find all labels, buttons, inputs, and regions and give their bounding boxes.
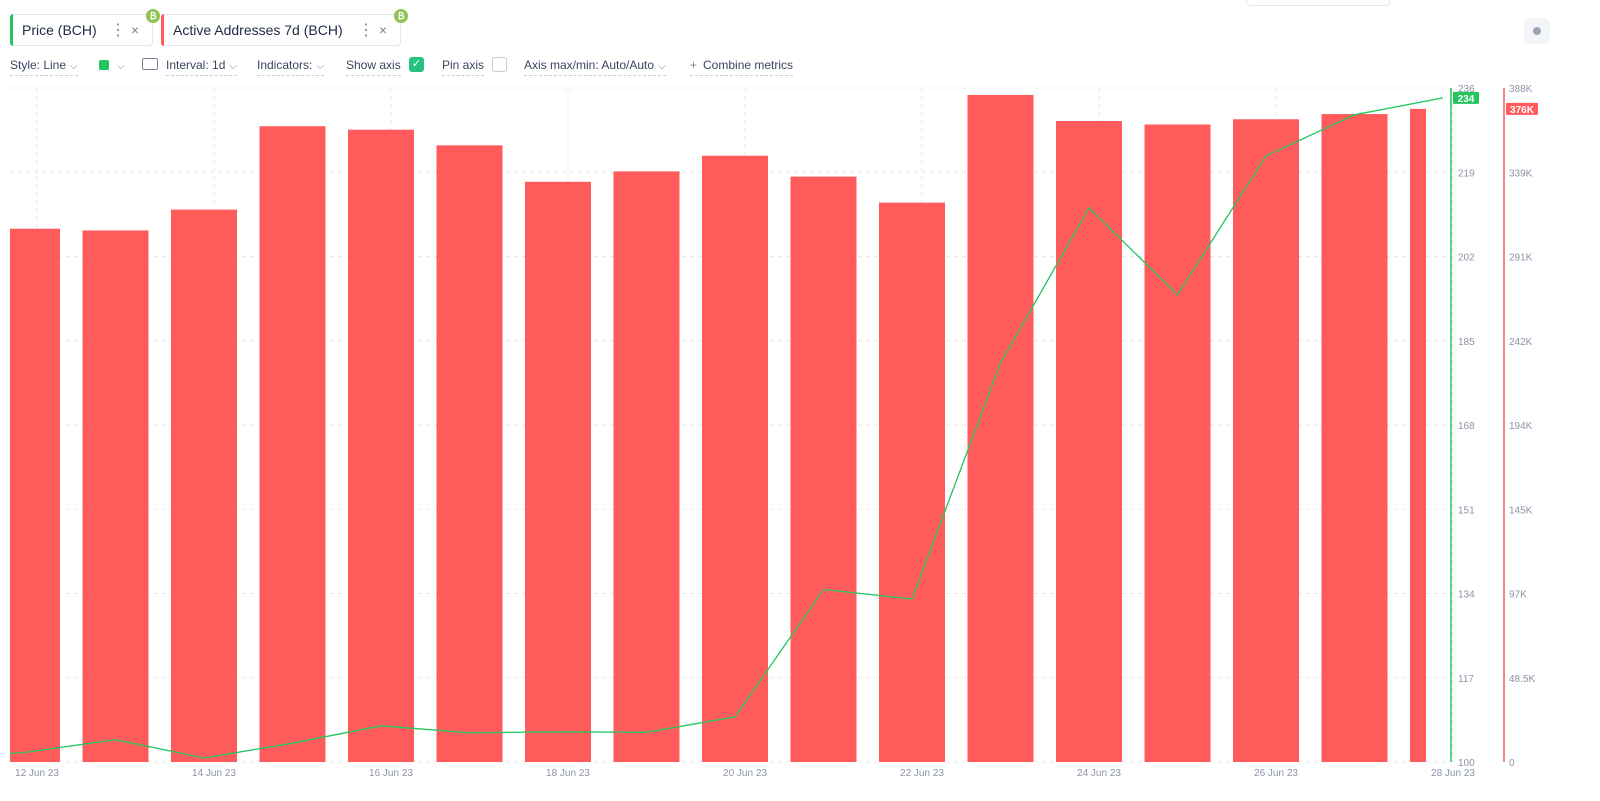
active-addresses-bar (436, 145, 503, 763)
chevron-down-icon: ⌵ (117, 61, 125, 72)
left-axis-tick-label: 202 (1458, 253, 1475, 264)
color-dropdown[interactable]: ⌵ (113, 58, 125, 72)
active-addresses-bar (967, 94, 1034, 762)
close-icon[interactable]: × (130, 22, 140, 38)
close-icon[interactable]: × (378, 22, 388, 38)
price-current-badge (1453, 91, 1479, 104)
show-axis-toggle[interactable]: Show axis (346, 58, 401, 76)
active-addresses-bar (1410, 108, 1426, 763)
x-axis-tick-label: 16 Jun 23 (369, 768, 413, 779)
axis-minmax-dropdown[interactable]: Axis max/min: Auto/Auto ⌵ (524, 58, 666, 76)
left-axis-tick-label: 185 (1458, 337, 1475, 348)
settings-button[interactable] (1524, 18, 1550, 44)
metric-tab-active-addresses[interactable]: Active Addresses 7d (BCH) ⋮ × ₿ (161, 9, 408, 46)
style-label: Style: Line (10, 58, 67, 72)
x-axis-tick-label: 18 Jun 23 (546, 768, 590, 779)
bitcoin-cash-icon: ₿ (146, 9, 160, 23)
top-control-stub[interactable] (1246, 0, 1390, 6)
chart-toolbar: Style: Line ⌵ ⌵ Interval: 1d ⌵ Indicators:… (0, 56, 820, 76)
metric-tab-label: Active Addresses 7d (BCH) (173, 22, 343, 38)
right-axis-tick-label: 194K (1509, 421, 1533, 432)
active-addresses-bar (82, 230, 149, 762)
axis-minmax-label: Axis max/min: Auto/Auto (524, 58, 655, 72)
right-axis-tick-label: 242K (1509, 337, 1533, 348)
metric-tab-label: Price (BCH) (22, 22, 97, 38)
x-axis-tick-label: 28 Jun 23 (1431, 768, 1475, 779)
metric-color-bar (161, 14, 164, 46)
addresses-current-value: 376K (1510, 105, 1535, 116)
active-addresses-bar (171, 209, 237, 763)
right-axis-ticks: 0 48.5K 97K 145K 194K 242K 291K 339K 388K (1509, 84, 1535, 769)
pin-axis-label: Pin axis (442, 58, 485, 72)
x-axis-tick-label: 26 Jun 23 (1254, 768, 1298, 779)
x-axis-tick-label: 22 Jun 23 (900, 768, 944, 779)
indicators-label: Indicators: (257, 58, 313, 72)
active-addresses-bar (790, 176, 857, 763)
active-addresses-bar (702, 155, 768, 762)
chevron-down-icon: ⌵ (316, 61, 324, 72)
chevron-down-icon: ⌵ (658, 61, 666, 72)
color-swatch[interactable] (99, 60, 109, 70)
bitcoin-cash-icon: ₿ (394, 9, 408, 23)
active-addresses-bar (348, 129, 414, 762)
interval-label: Interval: 1d (166, 58, 226, 72)
price-line (9, 97, 1444, 759)
active-addresses-bar (879, 202, 945, 763)
more-options-icon[interactable]: ⋮ (110, 22, 126, 39)
x-axis-tick-label: 12 Jun 23 (15, 768, 59, 779)
metric-color-bar (10, 14, 13, 46)
active-addresses-bar (613, 171, 680, 762)
left-axis-ticks: 100 117 134 151 168 185 202 219 236 (1458, 84, 1475, 769)
right-axis-tick-label: 388K (1509, 84, 1533, 95)
active-addresses-bar (1056, 121, 1122, 763)
show-axis-label: Show axis (346, 58, 401, 72)
combine-metrics-label: Combine metrics (703, 58, 794, 72)
active-addresses-bar (525, 181, 591, 762)
chevron-down-icon: ⌵ (229, 61, 237, 72)
right-axis-tick-label: 145K (1509, 505, 1533, 516)
x-axis-ticks: 12 Jun 23 14 Jun 23 16 Jun 23 18 Jun 23 20 J… (15, 768, 1475, 779)
active-addresses-bar (10, 228, 60, 763)
current-value-badges: 234 376K (1453, 91, 1538, 116)
left-axis-tick-label: 151 (1458, 505, 1475, 516)
x-axis-tick-label: 14 Jun 23 (192, 768, 236, 779)
left-axis-tick-label: 219 (1458, 168, 1475, 179)
show-axis-checkbox[interactable]: ✓ (409, 57, 424, 72)
right-axis-tick-label: 48.5K (1509, 674, 1535, 685)
more-options-icon[interactable]: ⋮ (358, 22, 374, 39)
left-axis-tick-label: 236 (1458, 84, 1475, 95)
left-axis-tick-label: 134 (1458, 590, 1475, 601)
x-axis-tick-label: 24 Jun 23 (1077, 768, 1121, 779)
x-axis-tick-label: 20 Jun 23 (723, 768, 767, 779)
right-axis-tick-label: 339K (1509, 168, 1533, 179)
record-icon (1533, 27, 1541, 35)
pin-axis-checkbox[interactable] (492, 57, 507, 72)
metric-tab-price[interactable]: Price (BCH) ⋮ × ₿ (10, 9, 160, 46)
indicators-dropdown[interactable]: Indicators: ⌵ (257, 58, 324, 76)
left-axis-tick-label: 168 (1458, 421, 1475, 432)
active-addresses-bar (1321, 114, 1388, 762)
price-current-value: 234 (1458, 94, 1475, 105)
right-axis-tick-label: 291K (1509, 253, 1533, 264)
right-axis-tick-label: 97K (1509, 590, 1527, 601)
addresses-current-badge (1506, 102, 1538, 115)
interval-dropdown[interactable]: Interval: 1d ⌵ (166, 58, 237, 76)
combine-metrics-button[interactable]: + Combine metrics (690, 58, 794, 76)
active-addresses-bar (1233, 119, 1299, 762)
active-addresses-bar (259, 126, 326, 762)
active-addresses-bar (1144, 124, 1211, 763)
chevron-down-icon: ⌵ (70, 61, 78, 72)
right-axis-tick-label: 0 (1509, 758, 1515, 769)
plus-icon: + (690, 58, 698, 72)
active-addresses-bars (10, 94, 1426, 763)
pin-axis-toggle[interactable]: Pin axis (442, 58, 485, 76)
left-axis-tick-label: 100 (1458, 758, 1475, 769)
left-axis-tick-label: 117 (1458, 674, 1474, 685)
style-dropdown[interactable]: Style: Line ⌵ (10, 58, 78, 76)
ruler-icon (142, 58, 158, 70)
